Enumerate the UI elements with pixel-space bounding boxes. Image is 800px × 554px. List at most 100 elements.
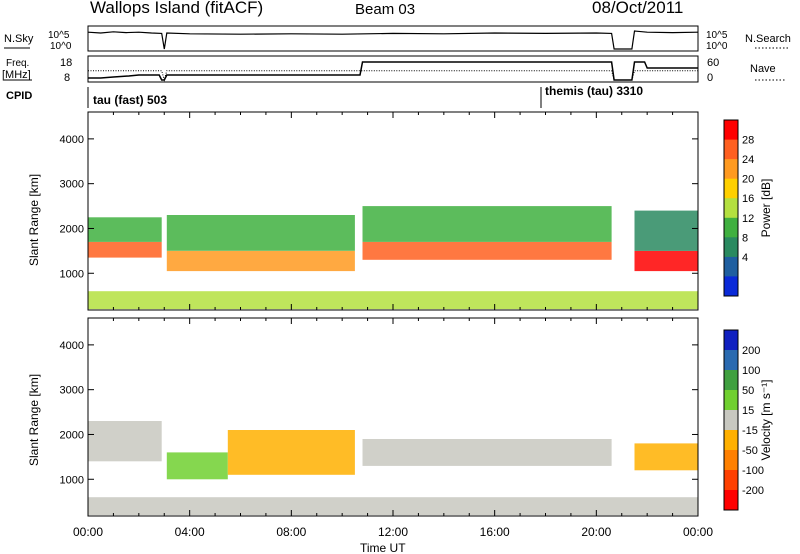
power-cbar-swatch-5 bbox=[724, 217, 738, 238]
station-title: Wallops Island (fitACF) bbox=[90, 0, 263, 17]
power-colorbar: 28 24 20 16 12 8 4 bbox=[723, 119, 754, 297]
x-tick-label-3: 12:00 bbox=[378, 525, 408, 539]
nave-tick-low: 0 bbox=[707, 72, 713, 84]
vel-data-band-3 bbox=[362, 439, 612, 466]
vel-cbar-swatch-4 bbox=[724, 410, 738, 431]
power-cbar-swatch-7 bbox=[724, 256, 738, 277]
vel-cbar-swatch-3 bbox=[724, 390, 738, 411]
power-cbar-tick-1: 24 bbox=[742, 154, 754, 166]
x-axis-label: Time UT bbox=[360, 541, 406, 554]
power-cbar-swatch-6 bbox=[724, 237, 738, 258]
vel-cbar-frame bbox=[723, 329, 739, 511]
power-axes-ytick-label-2: 2000 bbox=[60, 223, 84, 235]
vel-cbar-tick-4: -15 bbox=[742, 425, 758, 437]
power-axes-ytick-label-1: 3000 bbox=[60, 179, 84, 191]
nave-tick-high: 60 bbox=[707, 57, 719, 69]
velocity-ylabel: Slant Range [km] bbox=[27, 374, 41, 466]
power-cbar-tick-3: 16 bbox=[742, 193, 754, 205]
vel-cbar-tick-7: -200 bbox=[742, 485, 764, 497]
vel-cbar-swatch-2 bbox=[724, 370, 738, 391]
power-cbar-frame bbox=[723, 119, 739, 297]
x-tick-label-5: 20:00 bbox=[581, 525, 611, 539]
power-axes: 4000 3000 2000 1000 bbox=[60, 112, 699, 310]
power-data-band-8 bbox=[88, 291, 698, 310]
power-cbar-tick-0: 28 bbox=[742, 135, 754, 147]
nsearch-tick-high: 10^5 bbox=[706, 30, 728, 41]
vel-cbar-tick-0: 200 bbox=[742, 345, 760, 357]
power-cbar-swatch-3 bbox=[724, 178, 738, 199]
beam-title: Beam 03 bbox=[355, 1, 415, 18]
freq-tick-low: 8 bbox=[64, 72, 70, 84]
power-cbar-tick-4: 12 bbox=[742, 213, 754, 225]
power-data-band-7 bbox=[634, 210, 698, 251]
vel-cbar-tick-2: 50 bbox=[742, 385, 754, 397]
power-cbar-tick-6: 4 bbox=[742, 252, 748, 264]
power-cbar-tick-5: 8 bbox=[742, 232, 748, 244]
power-data-band-2 bbox=[166, 250, 355, 272]
power-data-band-4 bbox=[362, 241, 612, 260]
cpid-segment-2: themis (tau) 3310 bbox=[545, 84, 643, 98]
power-axes-ytick-label-0: 4000 bbox=[60, 134, 84, 146]
vel-cbar-swatch-8 bbox=[724, 490, 738, 511]
power-cbar-swatch-0 bbox=[724, 120, 738, 141]
x-tick-label-4: 16:00 bbox=[480, 525, 510, 539]
vel-cbar-swatch-1 bbox=[724, 350, 738, 371]
x-tick-label-2: 08:00 bbox=[276, 525, 306, 539]
velocity-colorbar: 200 100 50 15 -15 -50 -100 -200 bbox=[723, 329, 764, 511]
nave-line bbox=[88, 70, 698, 82]
vel-cbar-swatch-7 bbox=[724, 470, 738, 491]
velocity-panel-frame bbox=[87, 317, 699, 517]
power-data-band-6 bbox=[634, 250, 698, 272]
power-cbar-swatch-1 bbox=[724, 139, 738, 160]
freq-label-top: Freq. bbox=[6, 58, 29, 69]
nsky-tick-low: 10^0 bbox=[50, 41, 72, 52]
power-cbar-swatch-8 bbox=[724, 276, 738, 297]
power-axes-ytick-label-3: 1000 bbox=[60, 268, 84, 280]
freq-panel-frame bbox=[87, 55, 699, 83]
freq-label-unit: [MHz] bbox=[2, 69, 31, 81]
freq-line bbox=[88, 61, 698, 81]
vel-data-band-2 bbox=[227, 430, 355, 475]
vel-cbar-swatch-0 bbox=[724, 330, 738, 351]
vel-axes-ytick-label-3: 1000 bbox=[60, 474, 84, 486]
nsky-label: N.Sky bbox=[4, 33, 34, 45]
nsky-tick-high: 10^5 bbox=[48, 30, 70, 41]
vel-cbar-tick-3: 15 bbox=[742, 405, 754, 417]
power-cbar-tick-2: 20 bbox=[742, 174, 754, 186]
power-cbar-swatch-4 bbox=[724, 198, 738, 219]
vel-cbar-swatch-5 bbox=[724, 430, 738, 451]
x-tick-label-6: 00:00 bbox=[683, 525, 713, 539]
vel-axes-ytick-label-0: 4000 bbox=[60, 340, 84, 352]
velocity-axes: 4000 3000 2000 1000 bbox=[60, 318, 699, 516]
vel-cbar-tick-1: 100 bbox=[742, 365, 760, 377]
cpid-segment-1: tau (fast) 503 bbox=[93, 93, 167, 107]
power-colorbar-label: Power [dB] bbox=[759, 179, 773, 238]
velocity-heatmap bbox=[88, 421, 698, 516]
vel-data-band-4 bbox=[634, 443, 698, 471]
cpid-label: CPID bbox=[6, 90, 32, 102]
nsky-panel-frame bbox=[87, 25, 699, 52]
vel-axes-ytick-label-1: 3000 bbox=[60, 385, 84, 397]
vel-axes-ytick-label-2: 2000 bbox=[60, 429, 84, 441]
vel-data-band-1 bbox=[166, 452, 228, 480]
x-axis-tick-labels: 00:00 04:00 08:00 12:00 16:00 20:00 00:00 bbox=[73, 525, 713, 539]
power-data-band-0 bbox=[88, 241, 162, 258]
power-cbar-swatch-2 bbox=[724, 159, 738, 180]
power-data-band-5 bbox=[362, 206, 612, 242]
vel-data-band-0 bbox=[88, 421, 162, 462]
power-data-band-1 bbox=[88, 217, 162, 242]
vel-data-band-5 bbox=[88, 497, 698, 516]
power-ylabel: Slant Range [km] bbox=[27, 174, 41, 266]
nsearch-label: N.Search bbox=[745, 33, 791, 45]
x-tick-label-0: 00:00 bbox=[73, 525, 103, 539]
power-data-band-3 bbox=[166, 215, 355, 251]
velocity-colorbar-label: Velocity [m s⁻¹] bbox=[759, 379, 773, 460]
x-tick-label-1: 04:00 bbox=[175, 525, 205, 539]
power-heatmap bbox=[88, 206, 698, 310]
vel-cbar-tick-5: -50 bbox=[742, 445, 758, 457]
vel-cbar-tick-6: -100 bbox=[742, 465, 764, 477]
nave-label: Nave bbox=[750, 63, 776, 75]
vel-cbar-swatch-6 bbox=[724, 450, 738, 471]
freq-tick-high: 18 bbox=[60, 57, 72, 69]
